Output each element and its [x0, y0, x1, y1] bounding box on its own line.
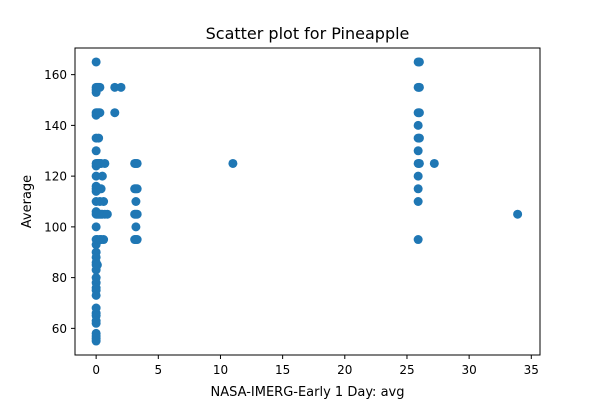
data-point	[95, 108, 105, 118]
points-layer	[91, 57, 523, 346]
y-axis-ticks: 60 80 100 120 140 160	[44, 68, 75, 336]
data-point	[413, 120, 423, 130]
data-point	[132, 209, 142, 219]
data-point	[91, 290, 101, 300]
data-point	[413, 197, 423, 206]
data-point	[110, 82, 120, 92]
y-tick-label: 80	[52, 271, 67, 285]
data-point	[413, 171, 423, 181]
chart-title: Scatter plot for Pineapple	[206, 24, 410, 43]
data-point	[413, 235, 423, 245]
data-point	[414, 133, 424, 143]
data-point	[132, 235, 142, 245]
data-point	[413, 146, 423, 156]
data-point	[414, 82, 424, 92]
data-point	[132, 158, 142, 168]
x-axis-label: NASA-IMERG-Early 1 Day: avg	[211, 385, 405, 400]
data-point	[91, 171, 101, 181]
data-point	[413, 184, 423, 194]
data-point	[96, 184, 106, 194]
data-point	[228, 158, 238, 168]
x-tick-label: 10	[213, 363, 228, 377]
data-point	[110, 108, 120, 118]
y-tick-label: 140	[44, 119, 67, 133]
data-point	[97, 171, 107, 181]
x-tick-label: 15	[275, 363, 290, 377]
y-tick-label: 160	[44, 68, 67, 82]
data-point	[99, 197, 109, 206]
x-tick-label: 25	[399, 363, 414, 377]
data-point	[102, 209, 112, 219]
x-axis-ticks: 0 5 10 15 20 25 30 35	[92, 355, 539, 377]
data-point	[91, 318, 101, 328]
data-point	[132, 184, 142, 194]
y-tick-label: 120	[44, 170, 67, 184]
x-tick-label: 0	[92, 363, 100, 377]
y-tick-label: 60	[52, 322, 67, 336]
data-point	[414, 158, 424, 168]
data-point	[513, 209, 523, 219]
data-point	[414, 108, 424, 118]
data-point	[91, 336, 101, 346]
data-point	[94, 133, 104, 143]
data-point	[429, 158, 439, 168]
data-point	[91, 222, 101, 232]
data-point	[95, 82, 105, 92]
x-tick-label: 30	[461, 363, 476, 377]
data-point	[414, 57, 424, 67]
x-tick-label: 20	[337, 363, 352, 377]
x-tick-label: 5	[154, 363, 162, 377]
data-point	[131, 197, 141, 206]
data-point	[100, 158, 110, 168]
data-point	[91, 146, 101, 156]
data-point	[131, 222, 141, 232]
data-point	[116, 82, 126, 92]
data-point	[92, 260, 102, 270]
y-tick-label: 100	[44, 220, 67, 234]
y-axis-label: Average	[20, 175, 35, 228]
data-point	[91, 57, 101, 67]
plot-frame	[74, 47, 541, 356]
data-point	[99, 235, 109, 245]
x-tick-label: 35	[524, 363, 539, 377]
